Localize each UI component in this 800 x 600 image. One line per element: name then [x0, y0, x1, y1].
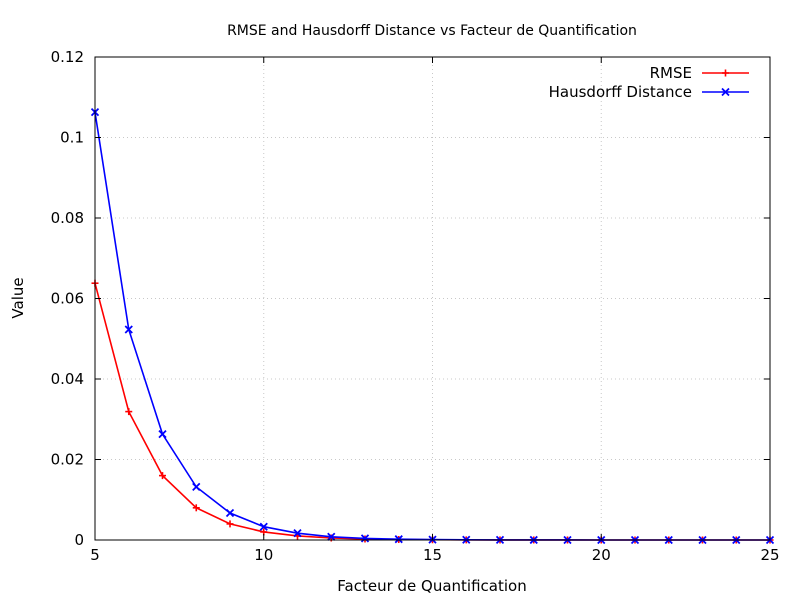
data-point-hausdorff-distance — [293, 529, 302, 538]
data-point-hausdorff-distance — [259, 522, 268, 531]
chart-title: RMSE and Hausdorff Distance vs Facteur d… — [227, 23, 637, 39]
x-tick-label: 20 — [592, 546, 611, 564]
legend-marker-hausdorff-distance — [721, 87, 730, 97]
data-point-rmse — [125, 408, 133, 416]
y-tick-label: 0.12 — [51, 48, 84, 66]
axis-ticks: 5 10 15 20 25 0 0.02 0.04 0.06 0.08 0.1 0.12 — [51, 48, 780, 564]
y-tick-label: 0 — [74, 531, 84, 549]
y-tick-label: 0.1 — [60, 129, 84, 147]
x-tick-label: 10 — [254, 546, 273, 564]
data-point-hausdorff-distance — [124, 325, 133, 334]
y-tick-label: 0.06 — [51, 290, 84, 308]
x-tick-label: 25 — [760, 546, 779, 564]
data-point-hausdorff-distance — [360, 534, 370, 543]
data-point-hausdorff-distance — [225, 508, 235, 518]
series-line-hausdorff-distance — [94, 112, 770, 541]
y-tick-label: 0.02 — [51, 451, 84, 469]
data-point-hausdorff-distance — [192, 482, 201, 492]
y-tick-label: 0.08 — [51, 209, 84, 227]
data-point-hausdorff-distance — [158, 430, 167, 439]
data-point-rmse — [159, 472, 166, 480]
legend-label-rmse: RMSE — [650, 64, 692, 82]
x-axis-label: Facteur de Quantification — [337, 577, 526, 595]
grid-lines — [95, 57, 770, 540]
y-tick-label: 0.04 — [51, 370, 84, 388]
legend-label-hausdorff-distance: Hausdorff Distance — [549, 83, 692, 101]
data-point-hausdorff-distance — [394, 535, 403, 544]
data-point-rmse — [192, 504, 200, 512]
data-point-rmse — [226, 520, 234, 528]
x-tick-label: 5 — [90, 546, 100, 564]
legend-marker-rmse — [722, 69, 729, 77]
y-axis-label: Value — [9, 277, 27, 318]
x-tick-label: 15 — [423, 546, 442, 564]
data-point-hausdorff-distance — [327, 532, 336, 541]
